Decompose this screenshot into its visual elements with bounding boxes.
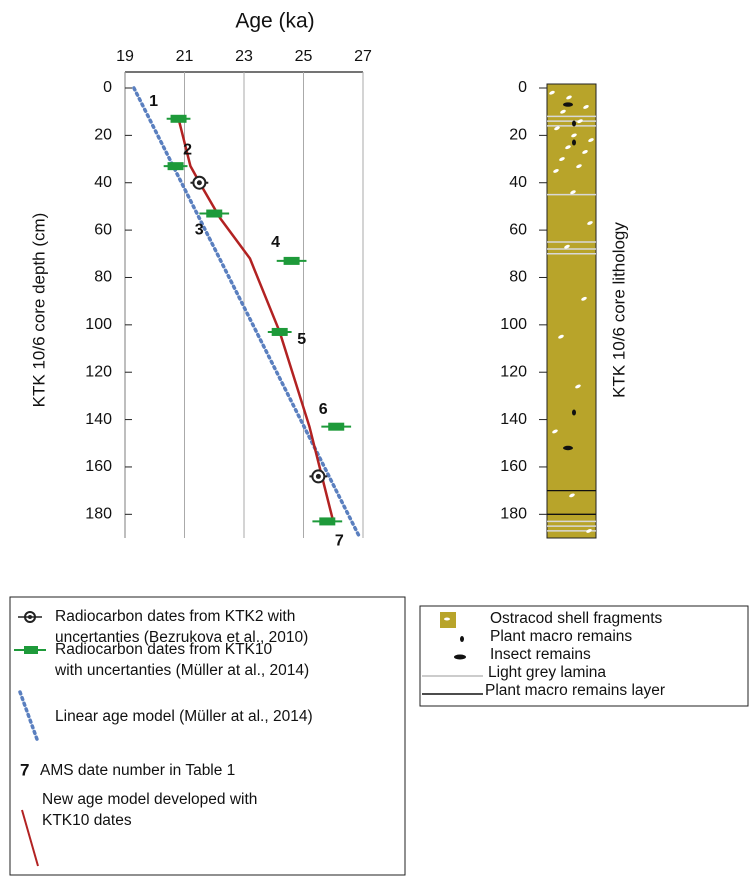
x-tick-label: 19 — [116, 48, 134, 65]
plant-remains — [572, 121, 576, 127]
y-tick-label: 120 — [85, 363, 112, 380]
legend-label: Plant macro remains — [490, 628, 632, 645]
ktk10-date — [319, 517, 335, 525]
y-tick-label: 60 — [94, 221, 112, 238]
point-label: 7 — [335, 533, 344, 550]
x-tick-label: 23 — [235, 48, 253, 65]
y-tick-label: 0 — [518, 79, 527, 96]
y-tick-label: 180 — [500, 506, 527, 523]
legend-symbol — [444, 618, 450, 621]
ktk10-date — [328, 423, 344, 431]
legend-symbol — [460, 636, 464, 642]
point-label: 1 — [149, 93, 158, 110]
x-tick-label: 21 — [176, 48, 194, 65]
insect-remains — [563, 446, 573, 450]
legend-label: Light grey lamina — [488, 664, 606, 681]
y-tick-label: 20 — [94, 127, 112, 144]
chart-title: Age (ka) — [235, 10, 314, 33]
point-label: 2 — [183, 141, 192, 158]
ktk10-date — [206, 210, 222, 218]
x-tick-label: 25 — [295, 48, 313, 65]
legend-label: Linear age model (Müller at al., 2014) — [55, 708, 313, 725]
y-tick-label: 180 — [85, 506, 112, 523]
figure: Age (ka) KTK 10/6 core depth (cm) KTK 10… — [0, 0, 751, 880]
legend-label: AMS date number in Table 1 — [40, 762, 235, 779]
plant-remains — [572, 139, 576, 145]
legend-symbol — [20, 692, 38, 742]
y-axis-label: KTK 10/6 core lithology — [609, 222, 628, 398]
legend-label: Ostracod shell fragments — [490, 610, 663, 627]
legend-symbol-text: 7 — [20, 760, 29, 779]
y-tick-label: 80 — [509, 269, 527, 286]
point-label: 3 — [195, 222, 204, 239]
y-tick-label: 140 — [500, 411, 527, 428]
y-axis-label: KTK 10/6 core depth (cm) — [29, 213, 48, 408]
legend-symbol — [22, 810, 38, 866]
core-column — [547, 84, 596, 538]
y-tick-label: 40 — [94, 174, 112, 191]
legend-symbol — [24, 646, 38, 654]
y-tick-label: 80 — [94, 269, 112, 286]
y-tick-label: 140 — [85, 411, 112, 428]
y-tick-label: 100 — [85, 316, 112, 333]
y-tick-label: 100 — [500, 316, 527, 333]
point-label: 4 — [271, 234, 280, 251]
linear-age-model — [134, 88, 360, 538]
y-tick-label: 40 — [509, 174, 527, 191]
y-tick-label: 60 — [509, 221, 527, 238]
plant-remains — [572, 409, 576, 415]
insect-remains — [563, 102, 573, 106]
legend-label: Insect remains — [490, 646, 591, 663]
point-label: 5 — [297, 331, 306, 348]
legend-symbol — [454, 655, 466, 660]
y-tick-label: 160 — [500, 458, 527, 475]
ktk10-date — [272, 328, 288, 336]
ktk2-date-center — [316, 474, 321, 479]
point-label: 6 — [319, 401, 328, 418]
y-tick-label: 20 — [509, 127, 527, 144]
ktk10-date — [171, 115, 187, 123]
y-tick-label: 0 — [103, 79, 112, 96]
x-tick-label: 27 — [354, 48, 372, 65]
ktk10-date — [168, 162, 184, 170]
y-tick-label: 120 — [500, 363, 527, 380]
y-tick-label: 160 — [85, 458, 112, 475]
ktk10-date — [284, 257, 300, 265]
legend-label: Plant macro remains layer — [485, 682, 665, 699]
ktk2-date-center — [197, 180, 202, 185]
